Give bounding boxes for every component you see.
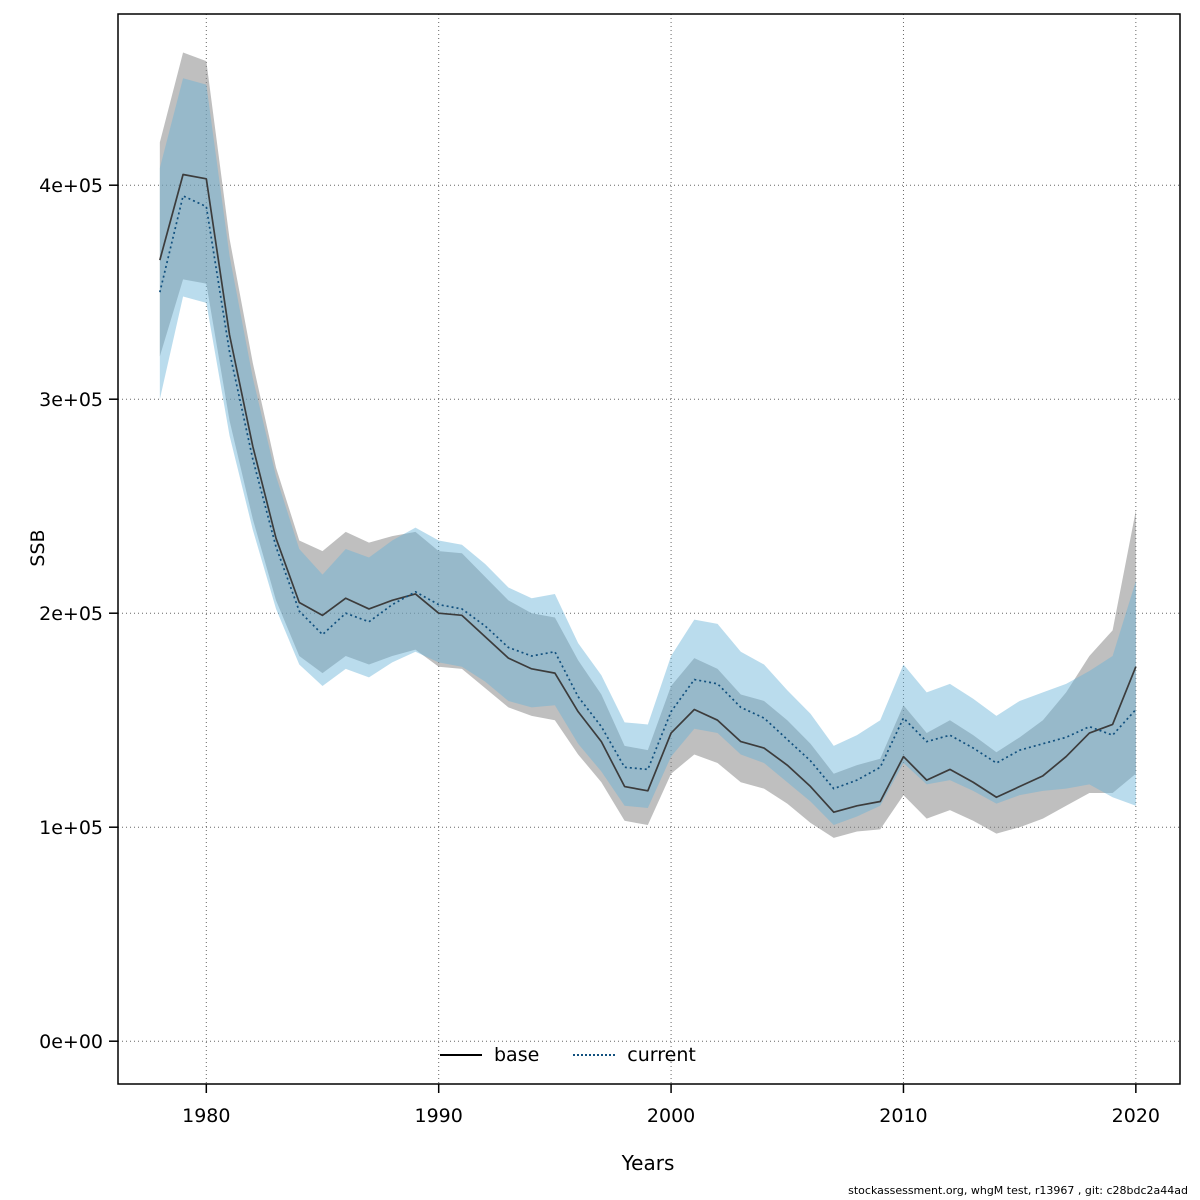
x-tick-label: 1990 — [415, 1105, 463, 1127]
legend-item-base: base — [440, 1044, 539, 1066]
y-tick-label: 2e+05 — [39, 603, 103, 625]
x-tick-label: 1980 — [182, 1105, 230, 1127]
legend-item-current: current — [573, 1044, 696, 1066]
y-tick-label: 3e+05 — [39, 389, 103, 411]
x-tick-label: 2000 — [647, 1105, 695, 1127]
legend-base-label: base — [494, 1044, 540, 1066]
base-line — [159, 173, 1137, 814]
y-tick-label: 4e+05 — [39, 175, 103, 197]
x-axis-title: Years — [621, 1151, 675, 1175]
legend: base current — [440, 1044, 696, 1066]
footer-note: stockassessment.org, whgM test, r13967 ,… — [848, 1184, 1188, 1197]
current-line — [159, 195, 1137, 790]
base-confidence-band — [159, 52, 1136, 838]
legend-current-label: current — [627, 1044, 696, 1066]
y-tick-label: 0e+00 — [39, 1031, 103, 1053]
current-line-swatch — [573, 1054, 616, 1056]
y-axis-title: SSB — [27, 529, 49, 567]
x-tick-label: 2010 — [879, 1105, 927, 1127]
base-line-swatch — [440, 1054, 482, 1056]
x-tick-label: 2020 — [1112, 1105, 1160, 1127]
current-confidence-band — [159, 78, 1136, 826]
plot-border — [117, 13, 1181, 1085]
y-tick-label: 1e+05 — [39, 817, 103, 839]
